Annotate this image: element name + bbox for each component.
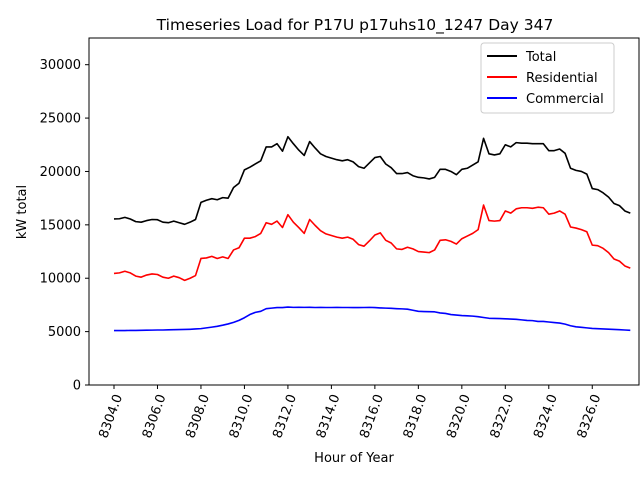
legend: Total Residential Commercial [480, 42, 615, 114]
x-axis-title: Hour of Year [314, 451, 394, 466]
y-tick-label: 5000 [48, 325, 81, 340]
series-line-total [113, 135, 631, 226]
plot-frame [88, 37, 640, 386]
plot-area [113, 135, 631, 332]
y-tick-label: 30000 [40, 58, 81, 73]
legend-label-total: Total [525, 50, 556, 65]
y-axis-title: kW total [15, 185, 30, 239]
y-tick-label: 15000 [40, 218, 81, 233]
y-tick-label: 20000 [40, 165, 81, 180]
y-axis-ticks: 0 5000 10000 15000 20000 25000 30000 [40, 58, 89, 394]
y-tick-label: 25000 [40, 112, 81, 127]
series-layer [113, 135, 631, 332]
legend-label-residential: Residential [526, 71, 598, 86]
y-tick-label: 10000 [40, 272, 81, 287]
series-line-commercial [114, 306, 631, 332]
chart-title: Timeseries Load for P17U p17uhs10_1247 D… [156, 16, 554, 35]
series-line-residential [113, 204, 631, 282]
legend-box [480, 42, 615, 114]
legend-label-commercial: Commercial [526, 92, 604, 107]
y-tick-label: 0 [73, 379, 81, 394]
